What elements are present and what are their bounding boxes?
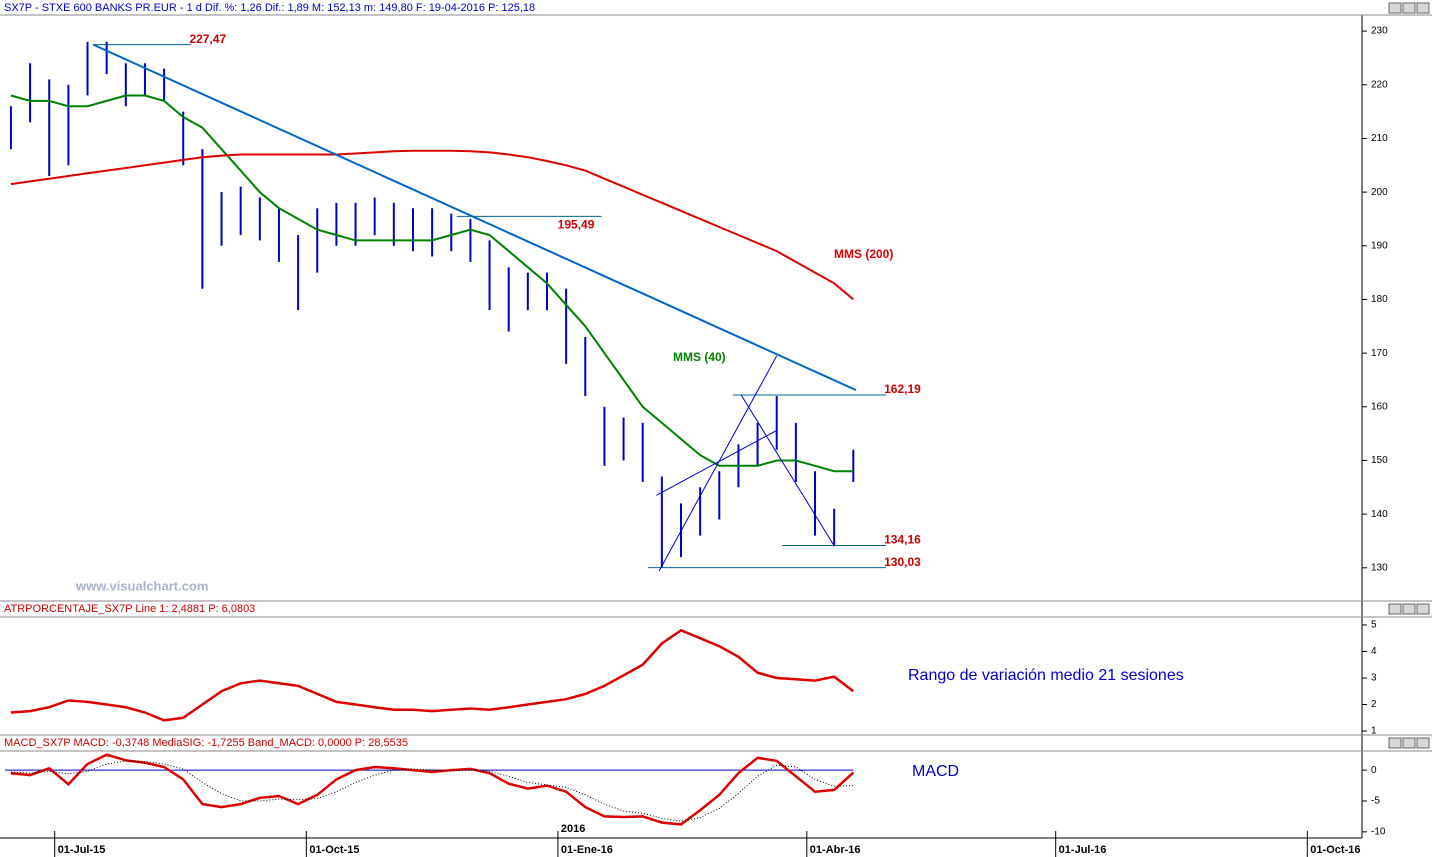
year-label: 2016 <box>561 823 585 835</box>
maximize-button[interactable] <box>1402 603 1416 615</box>
y-tick-label: 2 <box>1371 699 1377 710</box>
y-tick-label: 220 <box>1371 79 1388 90</box>
annotation: Rango de variación medio 21 sesiones <box>908 667 1184 684</box>
y-tick-label: 150 <box>1371 455 1388 466</box>
y-tick-label: -10 <box>1371 826 1386 837</box>
y-tick-label: 0 <box>1371 765 1377 776</box>
annotation: MACD <box>912 763 959 780</box>
trend-line <box>740 394 835 547</box>
macd-header: MACD_SX7P MACD: -0,3748 MediaSIG: -1,725… <box>4 737 408 749</box>
maximize-button[interactable] <box>1402 737 1416 749</box>
x-tick-label: 01-Oct-15 <box>309 844 359 856</box>
y-tick-label: 140 <box>1371 509 1388 520</box>
y-tick-label: 1 <box>1371 726 1377 737</box>
maximize-button[interactable] <box>1402 2 1416 14</box>
window-buttons <box>1388 2 1430 749</box>
x-tick-label: 01-Abr-16 <box>810 844 861 856</box>
y-tick-label: 210 <box>1371 133 1388 144</box>
price-header: SX7P - STXE 600 BANKS PR.EUR - 1 d Dif. … <box>4 2 535 14</box>
y-tick-label: 5 <box>1371 620 1377 631</box>
trend-line <box>658 355 778 572</box>
y-tick-label: 180 <box>1371 294 1388 305</box>
y-tick-label: -5 <box>1371 796 1380 807</box>
y-tick-label: 130 <box>1371 562 1388 573</box>
close-button[interactable] <box>1416 2 1430 14</box>
close-button[interactable] <box>1416 603 1430 615</box>
moving-average <box>10 149 854 301</box>
trend-line <box>92 43 857 392</box>
y-tick-label: 230 <box>1371 26 1388 37</box>
frame <box>0 14 1432 839</box>
level-label: 195,49 <box>558 217 595 231</box>
x-tick-label: 01-Jul-15 <box>58 844 106 856</box>
y-tick-label: 170 <box>1371 348 1388 359</box>
x-tick-label: 01-Oct-16 <box>1310 844 1360 856</box>
indicator-line <box>10 628 855 722</box>
x-tick-label: 01-Ene-16 <box>561 844 613 856</box>
minimize-button[interactable] <box>1388 737 1402 749</box>
series-label: MMS (200) <box>834 247 893 261</box>
trend-line <box>656 429 777 496</box>
moving-average <box>10 94 854 473</box>
level-label: 134,16 <box>884 533 921 547</box>
series-label: MMS (40) <box>673 350 726 364</box>
y-tick-label: 3 <box>1371 673 1377 684</box>
y-tick-label: 190 <box>1371 240 1388 251</box>
indicator-line <box>10 760 854 822</box>
atr-header: ATRPORCENTAJE_SX7P Line 1: 2,4881 P: 6,0… <box>4 603 255 615</box>
level-label: 162,19 <box>884 382 921 396</box>
minimize-button[interactable] <box>1388 603 1402 615</box>
y-tick-label: 200 <box>1371 187 1388 198</box>
level-label: 130,03 <box>884 555 921 569</box>
minimize-button[interactable] <box>1388 2 1402 14</box>
indicator-line <box>10 753 855 826</box>
y-tick-label: 160 <box>1371 401 1388 412</box>
close-button[interactable] <box>1416 737 1430 749</box>
y-tick-label: 4 <box>1371 646 1377 657</box>
x-tick-label: 01-Jul-16 <box>1059 844 1107 856</box>
watermark: www.visualchart.com <box>75 578 208 593</box>
level-label: 227,47 <box>189 32 226 46</box>
